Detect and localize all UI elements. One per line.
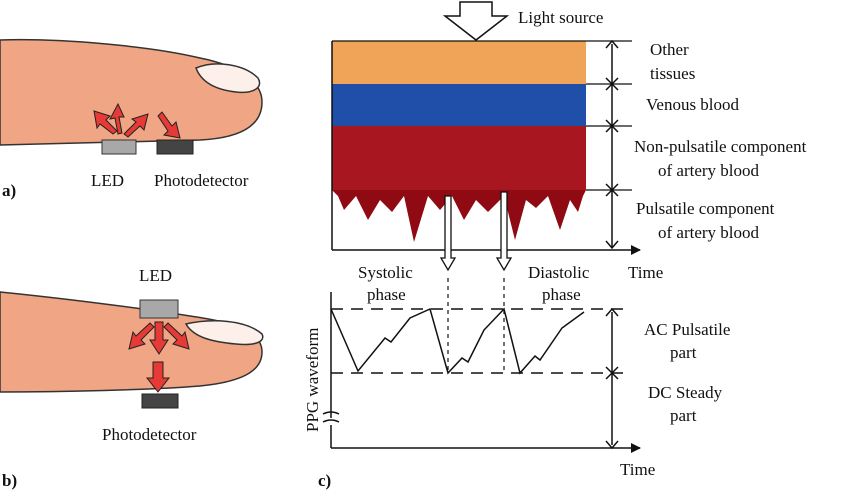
layer-pulsatile-artery — [332, 190, 586, 242]
dc-label-1: DC Steady — [648, 383, 723, 402]
light-arrows-b — [128, 321, 190, 393]
panel-b: LED Photodetector b) — [0, 266, 264, 490]
systolic-label-1: Systolic — [358, 263, 413, 282]
layer-other-tissues — [332, 41, 586, 84]
label-pulsatile-1: Pulsatile component — [636, 199, 775, 218]
panel-a: LED Photodetector a) — [0, 38, 263, 200]
fingernail-a — [195, 63, 261, 94]
light-source-label: Light source — [518, 8, 603, 27]
ac-dc-bracket — [605, 307, 619, 450]
diastolic-label-1: Diastolic — [528, 263, 590, 282]
ppg-waveform-label: PPG waveform — [303, 328, 322, 432]
bottom-time-label: Time — [620, 460, 655, 479]
layer-venous-blood — [332, 84, 586, 126]
label-pulsatile-2: of artery blood — [658, 223, 760, 242]
led-label-a: LED — [91, 171, 124, 190]
ppg-waveform-trace — [330, 307, 585, 375]
ac-label-1: AC Pulsatile — [644, 320, 730, 339]
ac-dc-reference-lines — [331, 308, 630, 374]
photodetector-sensor-a — [156, 139, 194, 155]
photodetector-sensor-b — [141, 393, 179, 409]
light-arrows-a — [93, 102, 181, 139]
photodetector-label-b: Photodetector — [102, 425, 197, 444]
layer-tick-markers — [605, 39, 619, 250]
led-sensor-a — [101, 139, 137, 155]
layer-boundary-lines — [332, 40, 632, 191]
panel-a-tag: a) — [2, 181, 16, 200]
label-non-pulsatile-1: Non-pulsatile component — [634, 137, 807, 156]
photodetector-label-a: Photodetector — [154, 171, 249, 190]
label-other: Other — [650, 40, 689, 59]
light-source-arrow — [442, 1, 510, 41]
phase-arrows — [439, 191, 513, 272]
dc-label-2: part — [670, 406, 697, 425]
layer-non-pulsatile-artery — [332, 126, 586, 190]
phase-guide-lines — [447, 278, 505, 373]
label-tissues: tissues — [650, 64, 695, 83]
diastolic-label-2: phase — [542, 285, 581, 304]
label-non-pulsatile-2: of artery blood — [658, 161, 760, 180]
label-venous-blood: Venous blood — [646, 95, 740, 114]
fingernail-b — [184, 320, 264, 346]
led-sensor-b — [139, 299, 179, 319]
axis-break-icon — [322, 411, 340, 423]
led-label-b: LED — [139, 266, 172, 285]
systolic-label-2: phase — [367, 285, 406, 304]
top-time-label: Time — [628, 263, 663, 282]
panel-c: Light source Time Other tissues Venous b… — [303, 1, 807, 490]
ac-label-2: part — [670, 343, 697, 362]
panel-b-tag: b) — [2, 471, 17, 490]
panel-c-tag: c) — [318, 471, 331, 490]
